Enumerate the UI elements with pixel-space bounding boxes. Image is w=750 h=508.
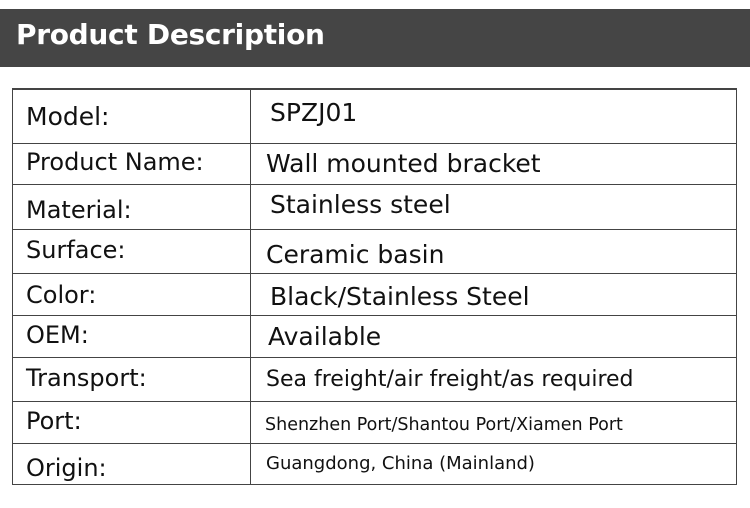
table-row: OEM: Available [13, 315, 736, 358]
row-label: Surface: [26, 236, 126, 264]
row-value: Sea freight/air freight/as required [266, 367, 634, 392]
row-value: Available [268, 322, 382, 351]
table-row: Material: Stainless steel [13, 184, 736, 230]
product-spec-table: Model: SPZJ01 Product Name: Wall mounted b… [12, 88, 737, 485]
row-label: OEM: [26, 321, 89, 349]
table-row: Color: Black/Stainless Steel [13, 273, 736, 316]
row-value: Ceramic basin [266, 240, 445, 269]
column-divider [250, 89, 251, 484]
row-label: Model: [26, 102, 110, 131]
row-value: Stainless steel [270, 190, 451, 219]
row-value: Shenzhen Port/Shantou Port/Xiamen Port [265, 415, 623, 435]
row-label: Color: [26, 281, 97, 309]
row-label: Material: [26, 196, 132, 224]
table-row: Model: SPZJ01 [13, 89, 736, 144]
table-row: Product Name: Wall mounted bracket [13, 143, 736, 185]
table-row: Transport: Sea freight/air freight/as req… [13, 357, 736, 402]
row-label: Transport: [26, 364, 147, 392]
table-row: Surface: Ceramic basin [13, 229, 736, 274]
row-value: Wall mounted bracket [266, 149, 541, 178]
row-label: Port: [26, 407, 82, 435]
row-label: Product Name: [26, 148, 204, 176]
page-title: Product Description [16, 18, 325, 51]
row-value: Black/Stainless Steel [270, 282, 530, 311]
table-row: Origin: Guangdong, China (Mainland) [13, 443, 736, 487]
row-value: SPZJ01 [270, 98, 358, 127]
header-bar: Product Description [0, 9, 750, 67]
row-value: Guangdong, China (Mainland) [266, 453, 535, 474]
table-row: Port: Shenzhen Port/Shantou Port/Xiamen P… [13, 401, 736, 444]
row-label: Origin: [26, 454, 107, 482]
